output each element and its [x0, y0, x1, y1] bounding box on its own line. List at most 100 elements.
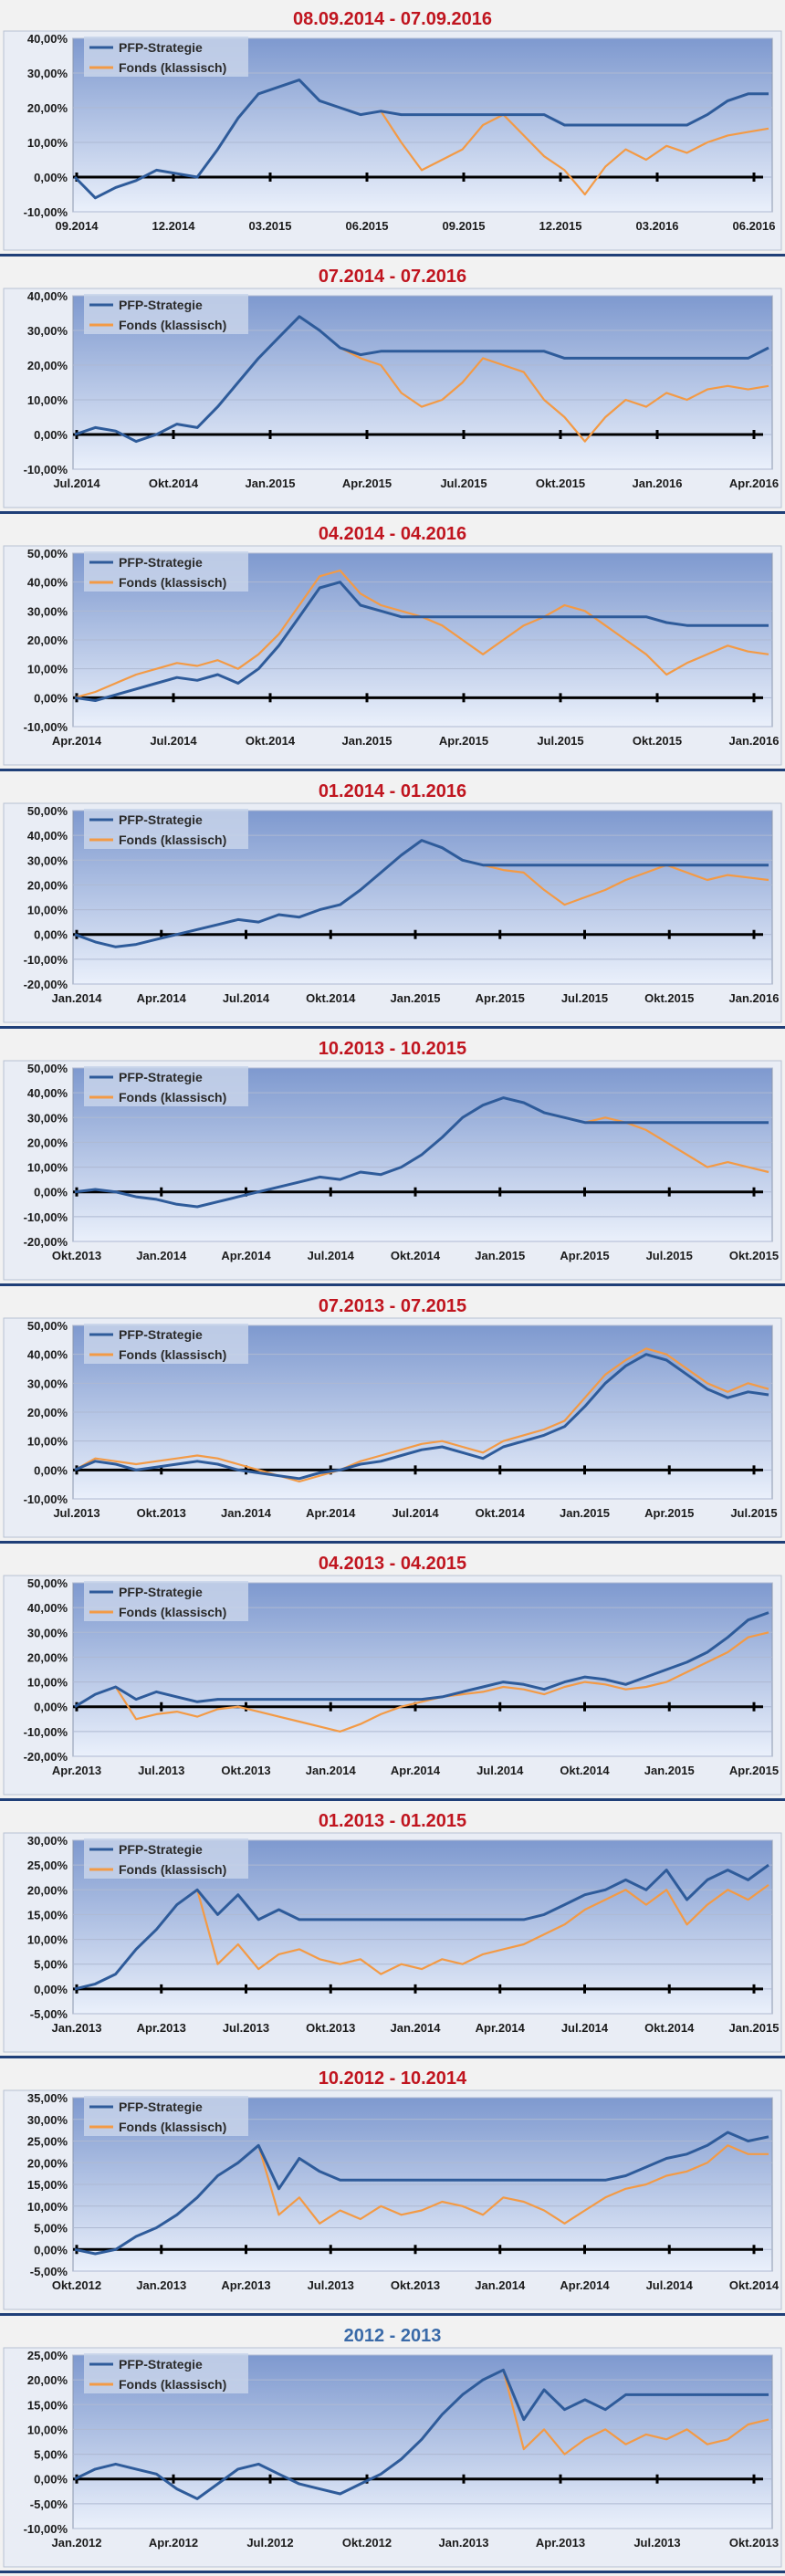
x-tick-label: Apr.2014 [476, 2021, 526, 2035]
series-line-pfp-strategie [73, 79, 769, 200]
x-tick-label: Jul.2014 [646, 2278, 694, 2292]
y-tick-label: -20,00% [24, 978, 68, 991]
x-tick-label: Okt.2014 [246, 734, 296, 748]
legend-label: Fonds (klassisch) [119, 2377, 226, 2392]
legend-label: PFP-Strategie [119, 812, 203, 827]
line-chart: 40,00%30,00%20,00%10,00%0,00%-10,00%09.2… [3, 30, 782, 251]
x-tick-label: Okt.2014 [306, 991, 356, 1005]
chart-panel: 2012 - 2013 25,00% 20,00% 15,00% 10,00% 5,00%… [0, 2317, 785, 2574]
x-tick-label: 12.2014 [152, 219, 196, 233]
legend-label: PFP-Strategie [119, 2100, 203, 2114]
chart-panel: 10.2013 - 10.2015 50,00% 40,00% 30,00% 20,00… [0, 1030, 785, 1287]
y-tick-label: 0,00% [34, 691, 68, 705]
series-line-pfp-strategie [74, 1611, 769, 1708]
x-tick-label: Jul.2015 [537, 734, 583, 748]
x-tick-label: Apr.2014 [52, 734, 102, 748]
x-tick-label: Jan.2015 [475, 1249, 525, 1262]
x-tick-label: Jan.2014 [475, 2278, 526, 2292]
y-tick-label: 10,00% [27, 393, 68, 407]
x-tick-label: 09.2014 [56, 219, 99, 233]
x-tick-label: Okt.2014 [476, 1506, 526, 1520]
y-tick-label: -5,00% [30, 2265, 68, 2278]
y-tick-label: 5,00% [34, 2222, 68, 2236]
x-tick-label: Jan.2013 [52, 2021, 102, 2035]
y-tick-label: 10,00% [27, 2200, 68, 2214]
x-tick-label: Okt.2015 [644, 991, 694, 1005]
x-tick-label: Okt.2013 [52, 1249, 101, 1262]
legend-label: PFP-Strategie [119, 298, 203, 312]
panel-divider [0, 1026, 785, 1029]
legend-label: Fonds (klassisch) [119, 1347, 226, 1362]
x-tick-label: Okt.2013 [221, 1764, 270, 1777]
x-tick-label: Jul.2013 [633, 2536, 680, 2550]
series-line-pfp-strategie [74, 2368, 769, 2500]
y-tick-label: -10,00% [24, 1210, 68, 1224]
y-tick-label: -10,00% [24, 1492, 68, 1506]
chart-title: 07.2014 - 07.2016 [318, 267, 467, 287]
chart-panel: 10.2012 - 10.2014 35,00% 30,00% 25,00% 20,00… [0, 2059, 785, 2317]
y-tick-label: 10,00% [27, 904, 68, 917]
chart-title: 08.09.2014 - 07.09.2016 [293, 9, 492, 29]
x-tick-label: Jan.2015 [729, 2021, 780, 2035]
chart-title: 07.2013 - 07.2015 [318, 1296, 467, 1316]
y-tick-label: -10,00% [24, 463, 68, 476]
y-tick-label: 20,00% [27, 878, 68, 892]
y-tick-label: 50,00% [27, 1062, 68, 1075]
x-tick-label: Jan.2015 [560, 1506, 610, 1520]
x-tick-label: Apr.2014 [560, 2278, 610, 2292]
y-tick-label: -10,00% [24, 720, 68, 734]
legend-label: Fonds (klassisch) [119, 60, 226, 75]
chart-panel: 07.2013 - 07.2015 50,00% 40,00% 30,00% 20,00… [0, 1287, 785, 1545]
x-tick-label: Jan.2014 [221, 1506, 272, 1520]
y-tick-label: 50,00% [27, 547, 68, 560]
y-tick-label: 20,00% [27, 2156, 68, 2170]
x-tick-label: Okt.2015 [633, 734, 682, 748]
x-tick-label: Jul.2014 [53, 476, 100, 490]
series-line-pfp-strategie [74, 315, 769, 444]
x-tick-label: Jan.2015 [391, 991, 441, 1005]
legend-label: PFP-Strategie [119, 1327, 203, 1342]
x-tick-label: Jul.2014 [223, 991, 270, 1005]
x-tick-label: Okt.2014 [560, 1764, 610, 1777]
x-tick-label: Jul.2014 [150, 734, 197, 748]
line-chart: 30,00% 25,00% 20,00% 15,00% 10,00% 5,00% 0,00%… [3, 1832, 782, 2053]
y-tick-label: 10,00% [27, 663, 68, 676]
legend-label: Fonds (klassisch) [119, 832, 226, 847]
x-tick-label: Apr.2014 [221, 1249, 271, 1262]
x-tick-label: Jan.2014 [52, 991, 103, 1005]
chart-panel: 01.2014 - 01.2016 50,00% 40,00% 30,00% 20,00… [0, 772, 785, 1030]
legend-label: PFP-Strategie [119, 1585, 203, 1599]
series-line-pfp-strategie [74, 1353, 769, 1481]
line-chart: 50,00% 40,00% 30,00% 20,00% 10,00% 0,00% -10,0… [3, 802, 782, 1023]
chart-panel: 01.2013 - 01.2015 30,00% 25,00% 20,00% 15,00… [0, 1802, 785, 2059]
x-tick-label: Apr.2013 [536, 2536, 585, 2550]
panel-divider [0, 511, 785, 514]
y-tick-label: 15,00% [27, 1908, 68, 1922]
x-tick-label: Jul.2014 [308, 1249, 355, 1262]
y-tick-label: 20,00% [27, 1406, 68, 1419]
legend-box [84, 1066, 248, 1106]
x-tick-label: Jan.2016 [729, 991, 780, 1005]
y-tick-label: 40,00% [27, 1086, 68, 1100]
panel-divider [0, 769, 785, 771]
x-tick-label: 12.2015 [539, 219, 582, 233]
y-tick-label: 30,00% [27, 853, 68, 867]
legend: PFP-Strategie Fonds (klassisch) [84, 294, 248, 334]
legend-box [84, 551, 248, 592]
x-tick-label: Jan.2013 [439, 2536, 489, 2550]
legend-box [84, 2096, 248, 2136]
x-tick-label: Jul.2015 [561, 991, 608, 1005]
y-tick-label: 20,00% [27, 101, 68, 115]
panel-divider [0, 1798, 785, 1801]
x-tick-label: Jan.2015 [246, 476, 296, 490]
legend: PFP-Strategie Fonds (klassisch) [84, 2096, 248, 2136]
x-tick-label: Okt.2014 [644, 2021, 695, 2035]
x-tick-label: 09.2015 [443, 219, 486, 233]
legend-label: Fonds (klassisch) [119, 2120, 226, 2134]
legend: PFP-Strategie Fonds (klassisch) [84, 1324, 248, 1364]
x-tick-label: Apr.2014 [391, 1764, 441, 1777]
x-tick-label: Jan.2015 [342, 734, 392, 748]
y-tick-label: -20,00% [24, 1750, 68, 1764]
y-tick-label: 10,00% [27, 1161, 68, 1175]
y-tick-label: 25,00% [27, 2349, 68, 2362]
